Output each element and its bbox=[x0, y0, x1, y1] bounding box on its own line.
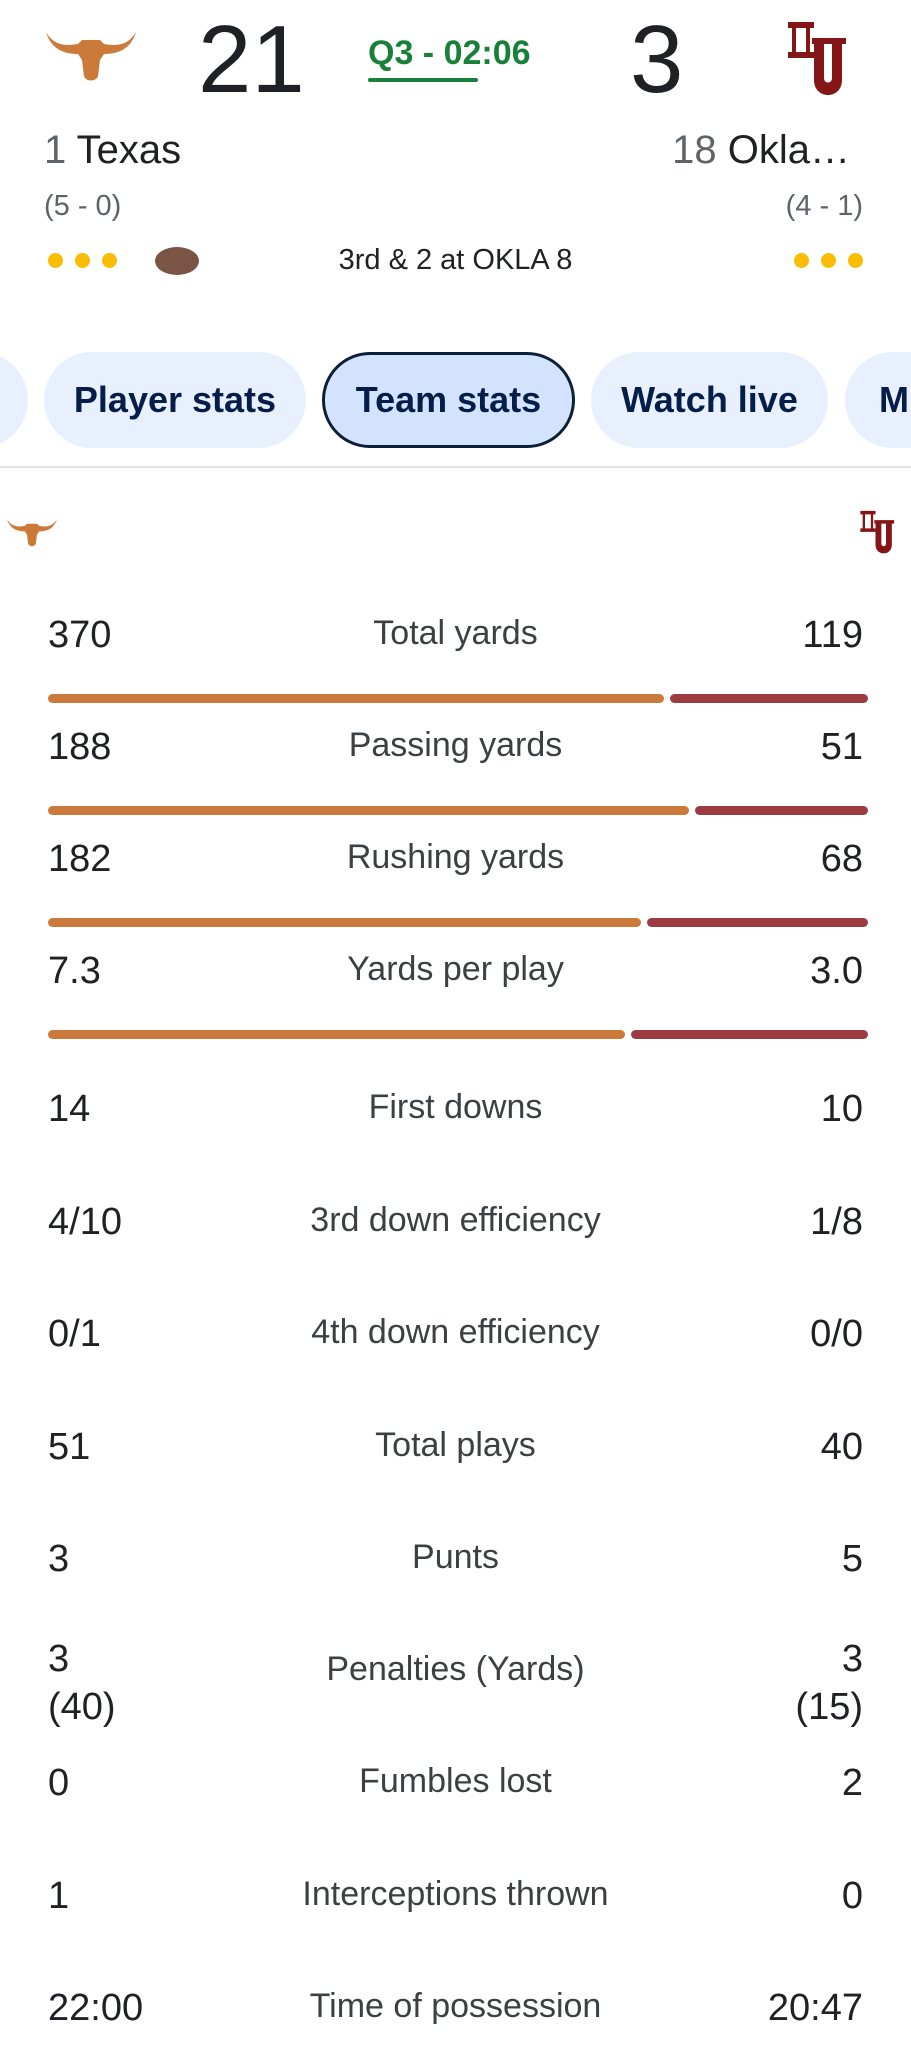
home-stat-bar bbox=[48, 1030, 625, 1039]
home-stat-bar bbox=[48, 918, 641, 927]
stat-label: Total yards bbox=[373, 614, 538, 652]
home-stat-value: 51 bbox=[48, 1426, 91, 1468]
home-team-name[interactable]: 1 Texas bbox=[44, 128, 181, 173]
home-stat-bar bbox=[48, 806, 689, 815]
ou-logo-icon bbox=[860, 510, 895, 554]
home-team-small-logo bbox=[6, 516, 58, 548]
away-team-rank: 18 bbox=[672, 128, 717, 172]
away-stat-value: 0 bbox=[841, 1875, 863, 1917]
away-team-record: (4 - 1) bbox=[785, 190, 863, 222]
chip-previous[interactable] bbox=[0, 352, 28, 448]
away-timeout-dot bbox=[794, 253, 809, 268]
home-stat-value: 0 bbox=[48, 1762, 70, 1804]
down-and-distance: 3rd & 2 at OKLA 8 bbox=[338, 244, 573, 276]
stat-label: Penalties (Yards) bbox=[326, 1650, 585, 1688]
away-stat-value: 3 (15) bbox=[795, 1638, 863, 1728]
away-stat-bar bbox=[670, 694, 868, 703]
home-stat-value: 1 bbox=[48, 1875, 70, 1917]
away-timeout-dot bbox=[848, 253, 863, 268]
away-stat-value: 10 bbox=[820, 1088, 863, 1130]
away-stat-value: 20:47 bbox=[767, 1987, 863, 2029]
home-stat-value: 188 bbox=[48, 726, 112, 768]
away-stat-value: 119 bbox=[802, 614, 863, 656]
stat-label: Interceptions thrown bbox=[302, 1875, 609, 1913]
away-team-small-logo bbox=[858, 506, 900, 560]
away-team-label: Okla… bbox=[727, 128, 850, 172]
away-stat-value: 40 bbox=[820, 1426, 863, 1468]
stat-label: Fumbles lost bbox=[359, 1762, 552, 1800]
away-stat-value: 68 bbox=[820, 838, 863, 880]
home-stat-value: 370 bbox=[48, 614, 112, 656]
stat-label: Rushing yards bbox=[346, 838, 565, 876]
home-team-label: Texas bbox=[76, 128, 182, 172]
stat-label: Yards per play bbox=[347, 950, 564, 988]
home-stat-value: 3 (40) bbox=[48, 1638, 116, 1728]
chip-team-stats[interactable]: Team stats bbox=[322, 352, 575, 448]
chip-more[interactable]: M bbox=[845, 352, 911, 448]
away-stat-value: 3.0 bbox=[810, 950, 863, 992]
home-stat-value: 7.3 bbox=[48, 950, 101, 992]
home-stat-bar bbox=[48, 694, 664, 703]
away-timeout-dot bbox=[821, 253, 836, 268]
chip-watch-live[interactable]: Watch live bbox=[591, 352, 828, 448]
away-stat-value: 51 bbox=[820, 726, 863, 768]
game-clock[interactable]: Q3 - 02:06 bbox=[368, 34, 531, 72]
away-stat-bar bbox=[647, 918, 868, 927]
longhorn-icon bbox=[46, 32, 136, 81]
stat-label: Time of possession bbox=[309, 1987, 602, 2025]
away-score: 3 bbox=[630, 6, 684, 113]
away-team-logo[interactable] bbox=[784, 18, 856, 102]
home-team-rank: 1 bbox=[44, 128, 67, 172]
home-score: 21 bbox=[198, 6, 305, 113]
game-clock-underline bbox=[368, 78, 478, 82]
stat-label: 3rd down efficiency bbox=[310, 1201, 601, 1239]
home-timeout-dot bbox=[75, 253, 90, 268]
home-stat-value: 14 bbox=[48, 1088, 91, 1130]
stat-label: Total plays bbox=[375, 1426, 536, 1464]
ou-logo-icon bbox=[788, 22, 846, 95]
stat-label: Punts bbox=[412, 1538, 499, 1576]
football-icon bbox=[154, 246, 200, 276]
away-stat-value: 1/8 bbox=[810, 1201, 863, 1243]
longhorn-icon bbox=[7, 519, 57, 547]
chip-player-stats[interactable]: Player stats bbox=[44, 352, 306, 448]
home-stat-value: 22:00 bbox=[48, 1987, 144, 2029]
away-team-name[interactable]: 18 Okla… bbox=[672, 128, 850, 173]
home-stat-value: 3 bbox=[48, 1538, 70, 1580]
away-stat-bar bbox=[631, 1030, 868, 1039]
home-stat-value: 0/1 bbox=[48, 1313, 101, 1355]
away-stat-value: 0/0 bbox=[810, 1313, 863, 1355]
home-team-logo[interactable] bbox=[44, 26, 138, 84]
home-timeout-dot bbox=[48, 253, 63, 268]
stat-label: Passing yards bbox=[348, 726, 563, 764]
home-stat-value: 182 bbox=[48, 838, 112, 880]
tab-chips-row[interactable]: Player stats Team stats Watch live M bbox=[0, 352, 911, 450]
home-stat-value: 4/10 bbox=[48, 1201, 122, 1243]
section-divider bbox=[0, 466, 911, 468]
away-stat-value: 5 bbox=[841, 1538, 863, 1580]
stat-label: First downs bbox=[368, 1088, 543, 1126]
home-timeout-dot bbox=[102, 253, 117, 268]
home-team-record: (5 - 0) bbox=[44, 190, 122, 222]
away-stat-value: 2 bbox=[841, 1762, 863, 1804]
stat-label: 4th down efficiency bbox=[311, 1313, 600, 1351]
away-stat-bar bbox=[695, 806, 868, 815]
